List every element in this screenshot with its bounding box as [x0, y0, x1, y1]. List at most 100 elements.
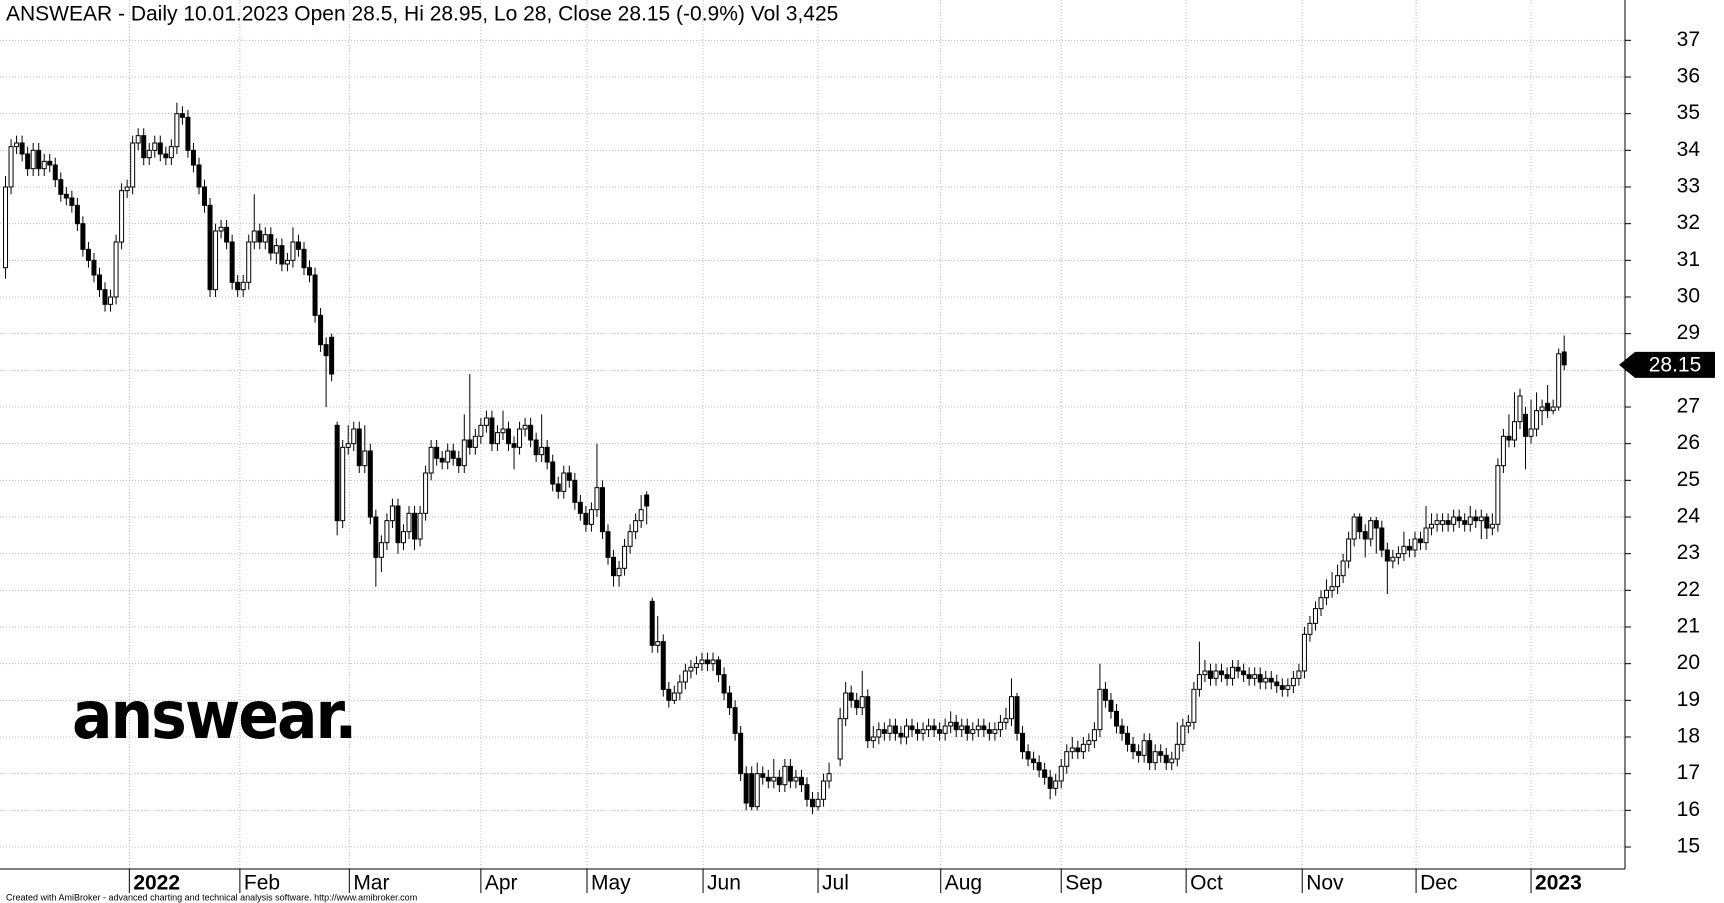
candle-body [1241, 670, 1247, 676]
candle-body [257, 230, 263, 243]
candle-body [251, 230, 257, 243]
candle-body [616, 567, 622, 577]
candle-body [1108, 699, 1114, 712]
candle-body [340, 446, 346, 522]
candle-body [1224, 674, 1230, 679]
candle-body [1279, 685, 1285, 690]
candle-body [1390, 556, 1396, 562]
candle-body [1246, 674, 1252, 679]
candle-body [240, 281, 246, 291]
candle-body [1196, 674, 1202, 690]
candle-body [1539, 406, 1545, 412]
candle-body [1191, 688, 1197, 723]
candle-body [345, 443, 351, 448]
candle-body [218, 226, 224, 232]
candle-body [1180, 725, 1186, 745]
candle-body [1086, 740, 1092, 745]
x-tick-label: Feb [244, 872, 280, 895]
candle-body [1008, 696, 1014, 720]
candle-body [1373, 520, 1379, 529]
candle-body [638, 509, 644, 522]
y-tick-label: 25 [1677, 468, 1700, 491]
candle-body [843, 692, 849, 720]
candle-body [677, 681, 683, 694]
candle-body [1230, 666, 1236, 679]
candle-body [1075, 747, 1081, 753]
candle-body [1080, 743, 1086, 753]
candle-body [710, 659, 716, 665]
candle-body [334, 424, 340, 522]
y-tick-label: 30 [1677, 285, 1700, 308]
candle-body [721, 674, 727, 694]
candle-body [1550, 406, 1556, 412]
candle-body [1324, 589, 1330, 599]
candle-body [1163, 754, 1169, 764]
x-tick-label: 2022 [133, 872, 180, 895]
x-tick-label: Mar [353, 872, 389, 895]
x-tick-label: Dec [1420, 872, 1457, 895]
candle-body [1478, 516, 1484, 522]
candle-body [1445, 520, 1451, 525]
y-tick-label: 26 [1677, 431, 1700, 454]
candle-body [948, 721, 954, 727]
candle-body [539, 446, 545, 456]
candle-body [284, 259, 290, 265]
candle-body [461, 439, 467, 467]
candle-body [793, 776, 799, 782]
candles [3, 102, 1567, 814]
candle-body [1174, 743, 1180, 760]
candle-body [450, 450, 456, 459]
candle-body [1257, 674, 1263, 683]
candle-body [472, 435, 478, 448]
candle-body [915, 729, 921, 734]
candle-body [58, 179, 64, 195]
candle-body [920, 729, 926, 734]
candle-body [1495, 465, 1501, 525]
candle-body [108, 296, 114, 305]
candle-body [1053, 780, 1059, 789]
candle-body [1003, 718, 1009, 723]
candle-body [41, 160, 47, 170]
candle-body [295, 241, 301, 250]
candle-body [859, 696, 865, 709]
candle-body [1467, 516, 1473, 525]
candle-body [356, 428, 362, 467]
candle-body [804, 784, 810, 800]
candle-body [417, 512, 423, 540]
candle-body [1517, 395, 1523, 423]
candle-body [611, 556, 617, 577]
candle-body [1511, 421, 1517, 441]
candle-body [776, 776, 782, 786]
candle-body [1020, 732, 1026, 753]
candle-body [506, 428, 512, 445]
candle-body [1561, 351, 1567, 366]
candle-body [572, 479, 578, 503]
candle-body [179, 113, 185, 118]
y-tick-label: 32 [1677, 211, 1700, 234]
candle-body [633, 520, 639, 533]
candle-body [1395, 553, 1401, 558]
candle-body [1351, 516, 1357, 540]
y-tick-label: 34 [1677, 138, 1701, 161]
y-tick-label: 15 [1677, 835, 1700, 858]
candle-body [738, 732, 744, 775]
candle-body [765, 776, 771, 782]
candle-body [1318, 597, 1324, 610]
candle-body [113, 241, 119, 298]
candle-body [997, 721, 1003, 731]
candle-body [953, 721, 959, 731]
candle-body [1329, 586, 1335, 591]
candle-body [395, 505, 401, 544]
candle-body [1207, 670, 1213, 679]
candle-body [30, 149, 36, 170]
candle-body [63, 193, 69, 199]
candle-body [378, 542, 384, 558]
candle-body [384, 520, 390, 544]
candle-body [1379, 527, 1385, 551]
candle-body [964, 725, 970, 734]
candle-body [412, 512, 418, 540]
candle-body [782, 765, 788, 786]
candle-body [1506, 435, 1512, 441]
candle-body [1423, 527, 1429, 544]
candle-body [367, 450, 373, 518]
